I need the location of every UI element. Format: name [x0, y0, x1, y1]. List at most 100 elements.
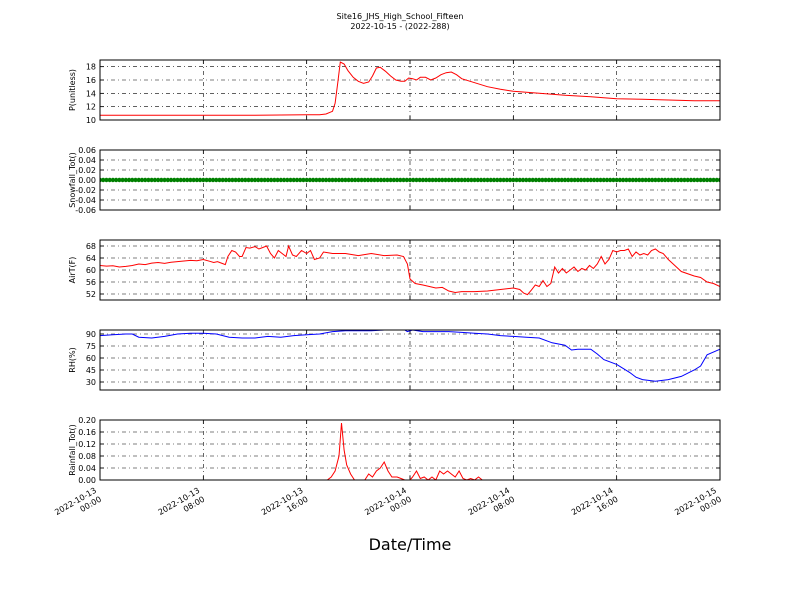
y-tick-label: 30 — [86, 378, 96, 387]
data-point — [120, 177, 125, 183]
data-point — [643, 177, 648, 183]
subplot-4: 30 45 60 75 90 RH(%) — [68, 329, 721, 391]
y-axis-label: AirT(F) — [68, 257, 77, 284]
data-point — [130, 177, 135, 183]
data-point — [101, 177, 106, 183]
data-point — [637, 177, 642, 183]
y-tick-label: 68 — [86, 242, 96, 251]
series-line — [100, 330, 720, 382]
y-tick-label: 14 — [86, 89, 96, 98]
data-point — [501, 177, 506, 183]
chart-title: Site16_JHS_High_School_Fifteen — [337, 12, 464, 21]
data-point — [388, 177, 393, 183]
data-point — [146, 177, 151, 183]
data-point — [691, 177, 697, 183]
data-point — [233, 177, 238, 183]
y-tick-label: 10 — [86, 116, 96, 125]
data-point — [446, 177, 451, 183]
data-point — [168, 177, 174, 183]
data-point — [527, 177, 532, 183]
data-point — [223, 177, 229, 183]
data-point — [281, 177, 287, 183]
data-point — [123, 177, 129, 183]
data-point — [407, 177, 413, 183]
data-point — [566, 177, 571, 183]
data-point — [356, 177, 361, 183]
data-point — [498, 177, 503, 183]
data-point — [246, 177, 251, 183]
data-point — [152, 177, 158, 183]
data-point — [582, 177, 587, 183]
data-point — [478, 177, 484, 183]
data-point — [172, 177, 177, 183]
y-tick-label: 0.16 — [78, 428, 96, 437]
data-point — [546, 177, 552, 183]
data-point — [469, 177, 474, 183]
data-point — [462, 177, 468, 183]
data-point — [540, 177, 545, 183]
subplot-2: -0.06-0.04-0.020.000.020.040.06Snowfall_… — [68, 146, 721, 215]
subplot-3: 52 56 60 64 68 AirT(F) — [68, 239, 721, 301]
data-point — [265, 177, 271, 183]
data-point — [511, 177, 516, 183]
data-point — [633, 177, 639, 183]
data-point — [504, 177, 510, 183]
data-point — [669, 177, 674, 183]
data-point — [304, 177, 309, 183]
y-tick-label: 0.00 — [78, 476, 96, 485]
data-point — [346, 177, 351, 183]
y-tick-label: 16 — [86, 76, 96, 85]
data-point — [695, 177, 700, 183]
data-point — [307, 177, 313, 183]
data-point — [359, 177, 364, 183]
data-point — [288, 177, 293, 183]
data-point — [401, 177, 406, 183]
data-point — [381, 177, 387, 183]
data-point — [411, 177, 416, 183]
data-point — [517, 177, 522, 183]
y-tick-label: 0.04 — [78, 156, 96, 165]
data-point — [614, 177, 619, 183]
data-point — [585, 177, 590, 183]
y-axis-label: Rainfall_Tot() — [68, 424, 77, 476]
data-point — [194, 177, 200, 183]
data-point — [624, 177, 629, 183]
plot-frame — [99, 419, 721, 481]
data-point — [107, 177, 112, 183]
data-point — [704, 177, 710, 183]
data-point — [427, 177, 432, 183]
y-tick-label: 0.12 — [78, 440, 96, 449]
data-point — [349, 177, 355, 183]
data-point — [562, 177, 568, 183]
data-point — [604, 177, 610, 183]
data-point — [688, 177, 694, 183]
chart-subtitle: 2022-10-15 - (2022-288) — [350, 22, 449, 31]
data-point — [672, 177, 677, 183]
y-tick-label: 18 — [86, 63, 96, 72]
data-point — [679, 177, 684, 183]
data-point — [685, 177, 690, 183]
data-point — [459, 177, 464, 183]
data-point — [230, 177, 235, 183]
data-point — [717, 177, 720, 183]
data-point — [239, 177, 245, 183]
y-tick-label: 12 — [86, 103, 96, 112]
data-point — [485, 177, 490, 183]
x-axis-label: Date/Time — [369, 535, 452, 554]
data-point — [249, 177, 254, 183]
data-point — [520, 177, 526, 183]
y-tick-label: 0.06 — [78, 146, 96, 155]
y-tick-label: 0.20 — [78, 416, 96, 425]
data-point — [301, 177, 306, 183]
data-point — [159, 177, 164, 183]
data-point — [559, 177, 564, 183]
data-point — [572, 177, 577, 183]
y-tick-label: 56 — [86, 278, 96, 287]
data-point — [291, 177, 296, 183]
